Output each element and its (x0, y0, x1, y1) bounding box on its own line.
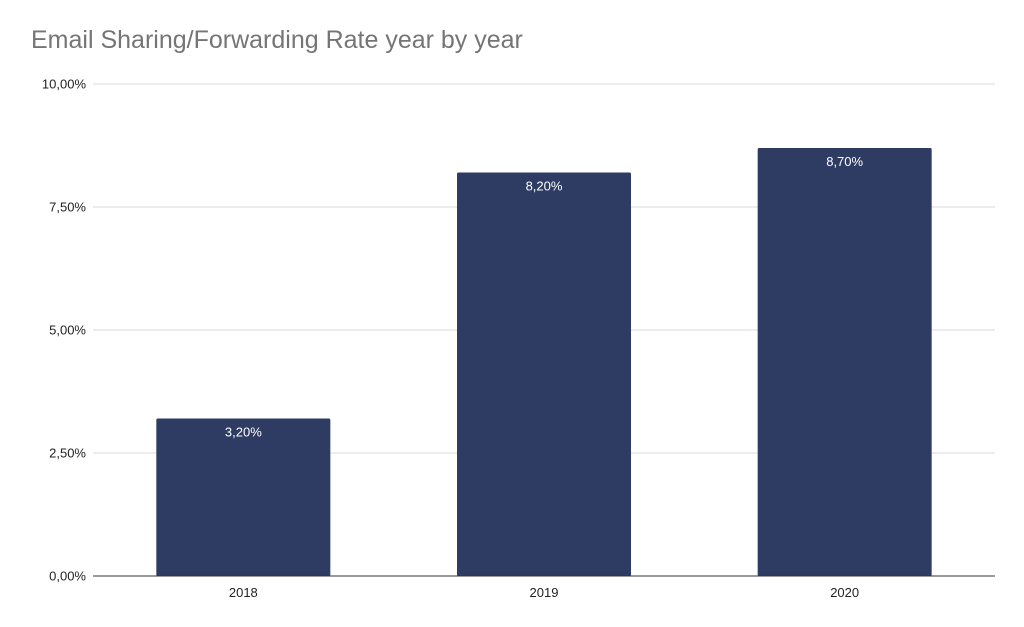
bar-2018 (156, 418, 331, 576)
bar-2019 (457, 172, 631, 576)
data-labels: 3,20% 8,20% 8,70% (225, 154, 864, 440)
data-label-2019: 8,20% (526, 179, 563, 194)
y-axis-tick-labels: 0,00% 2,50% 5,00% 7,50% 10,00% (42, 77, 87, 584)
x-axis-tick-labels: 2018 2019 2020 (229, 585, 859, 600)
data-label-2020: 8,70% (826, 154, 863, 169)
data-label-2018: 3,20% (225, 425, 262, 440)
x-tick-label: 2020 (830, 585, 859, 600)
y-tick-label: 5,00% (49, 323, 86, 338)
chart-title: Email Sharing/Forwarding Rate year by ye… (31, 26, 523, 54)
bars (156, 147, 932, 576)
y-tick-label: 0,00% (49, 569, 86, 584)
x-tick-label: 2019 (530, 585, 559, 600)
y-tick-label: 2,50% (49, 446, 86, 461)
bar-2020 (757, 147, 932, 576)
y-tick-label: 10,00% (42, 77, 87, 92)
y-tick-label: 7,50% (49, 200, 86, 215)
x-tick-label: 2018 (229, 585, 258, 600)
